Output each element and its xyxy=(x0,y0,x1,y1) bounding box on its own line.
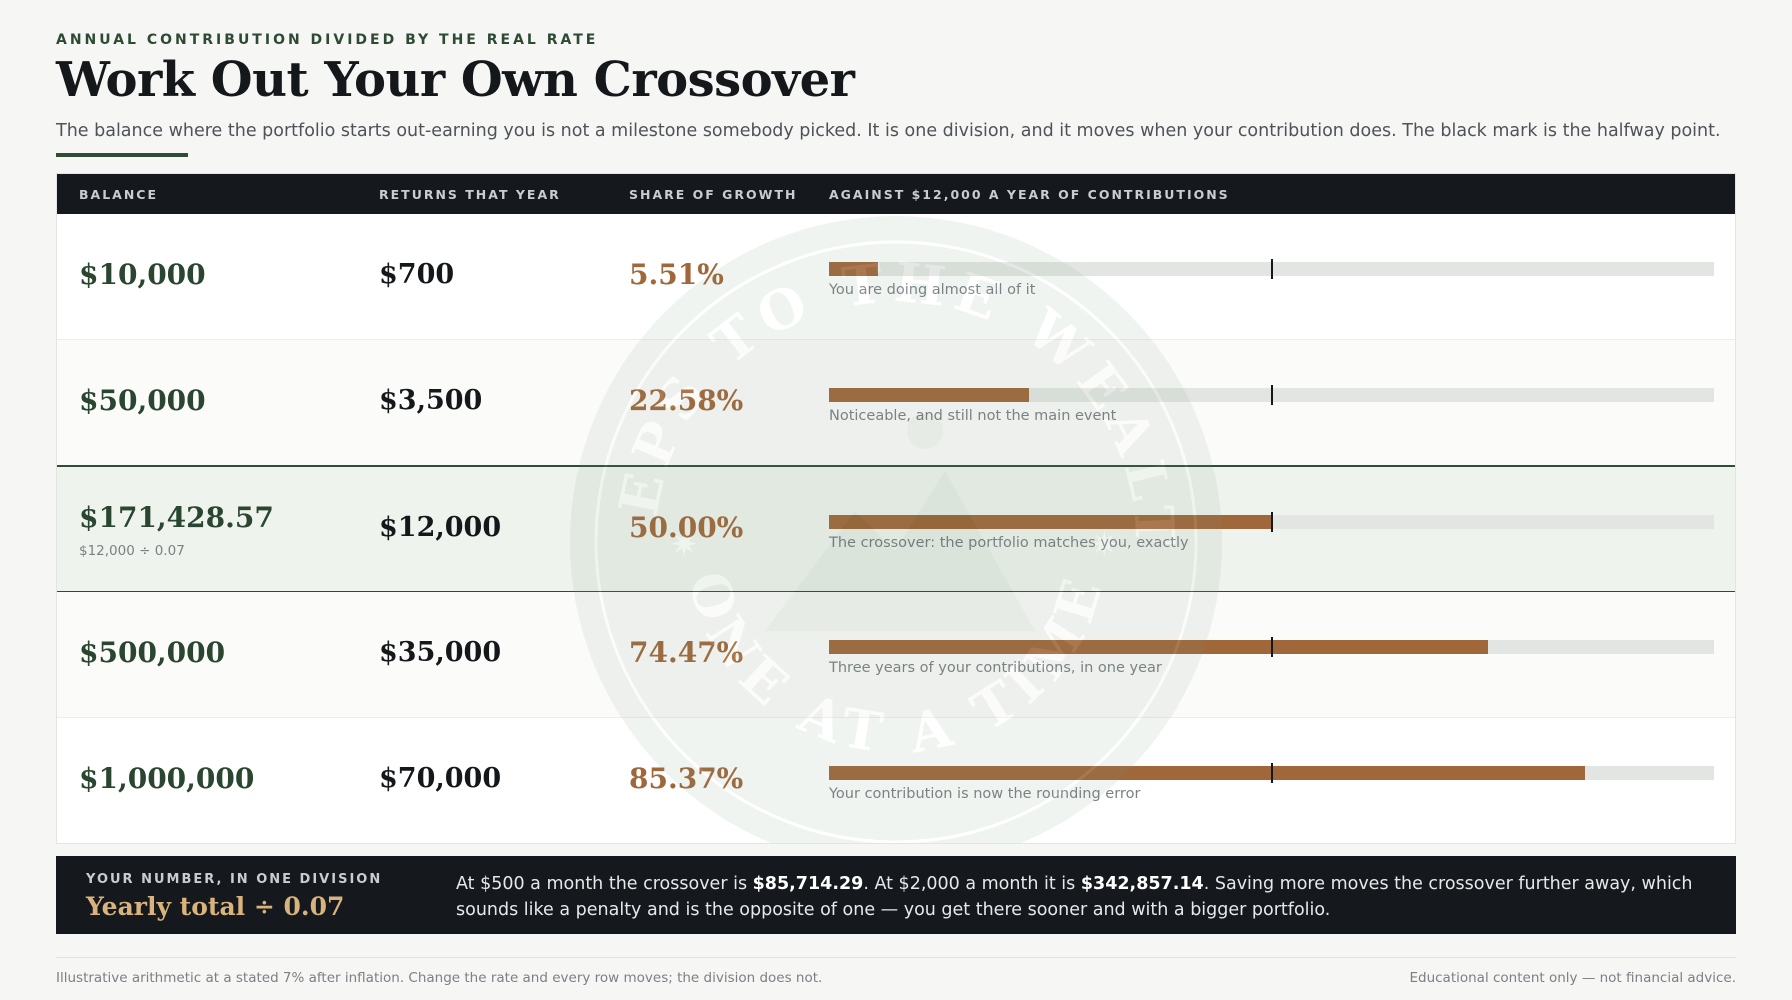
bar-caption: Your contribution is now the rounding er… xyxy=(829,786,1141,802)
returns-value: $700 xyxy=(379,259,455,290)
bar-caption: Noticeable, and still not the main event xyxy=(829,408,1117,424)
table-row: $171,428.57 $12,000 ÷ 0.07 $12,000 50.00% Th… xyxy=(57,465,1735,593)
column-header-share: SHARE OF GROWTH xyxy=(629,187,798,202)
footer-disclaimer-left: Illustrative arithmetic at a stated 7% a… xyxy=(56,970,823,986)
balance-value: $171,428.57 xyxy=(79,501,274,534)
share-bar-track xyxy=(829,763,1714,783)
share-value: 5.51% xyxy=(629,258,724,291)
halfway-mark xyxy=(1270,385,1273,405)
summary-value-2000-month: $342,857.14 xyxy=(1080,874,1204,894)
table-row: $1,000,000 $70,000 85.37% Your contribution… xyxy=(57,718,1735,843)
share-bar-track xyxy=(829,259,1714,279)
page-title: Work Out Your Own Crossover xyxy=(56,52,855,108)
bar-caption: Three years of your contributions, in on… xyxy=(829,660,1162,676)
returns-value: $70,000 xyxy=(379,763,502,794)
summary-label: YOUR NUMBER, IN ONE DIVISION xyxy=(86,872,383,887)
footer-disclaimer-right: Educational content only — not financial… xyxy=(1409,970,1736,986)
table-header: BALANCE RETURNS THAT YEAR SHARE OF GROWT… xyxy=(57,174,1735,214)
share-bar-fill xyxy=(829,388,1029,402)
summary-panel: YOUR NUMBER, IN ONE DIVISION Yearly tota… xyxy=(56,856,1736,934)
table-row: $10,000 $700 5.51% You are doing almost all… xyxy=(57,214,1735,340)
share-bar-track xyxy=(829,385,1714,405)
page-subtitle: The balance where the portfolio starts o… xyxy=(56,121,1721,141)
share-bar-fill xyxy=(829,640,1489,654)
share-value: 22.58% xyxy=(629,384,744,417)
summary-text-part: . Saving more moves the crossover furthe… xyxy=(456,874,1693,920)
balance-formula-note: $12,000 ÷ 0.07 xyxy=(79,543,185,559)
summary-value-500-month: $85,714.29 xyxy=(752,874,864,894)
column-header-bar: AGAINST $12,000 A YEAR OF CONTRIBUTIONS xyxy=(829,187,1230,202)
crossover-table: BALANCE RETURNS THAT YEAR SHARE OF GROWT… xyxy=(56,173,1736,844)
share-bar-fill xyxy=(829,766,1585,780)
share-value: 74.47% xyxy=(629,636,744,669)
share-bar-fill xyxy=(829,262,878,276)
balance-value: $10,000 xyxy=(79,258,206,291)
share-value: 85.37% xyxy=(629,762,744,795)
returns-value: $12,000 xyxy=(379,512,502,543)
balance-value: $50,000 xyxy=(79,384,206,417)
share-value: 50.00% xyxy=(629,511,744,544)
halfway-mark xyxy=(1270,637,1273,657)
column-header-balance: BALANCE xyxy=(79,187,159,202)
footer-divider xyxy=(56,957,1736,958)
summary-text-part: At $500 a month the crossover is xyxy=(456,874,753,894)
bar-caption: The crossover: the portfolio matches you… xyxy=(829,535,1189,551)
bar-caption: You are doing almost all of it xyxy=(829,282,1036,298)
accent-rule xyxy=(56,153,188,157)
summary-text: At $500 a month the crossover is $85,714… xyxy=(456,871,1706,923)
summary-text-part: . At $2,000 a month it is xyxy=(863,874,1081,894)
returns-value: $35,000 xyxy=(379,637,502,668)
share-bar-track xyxy=(829,637,1714,657)
column-header-returns: RETURNS THAT YEAR xyxy=(379,187,561,202)
halfway-mark xyxy=(1270,259,1273,279)
balance-value: $1,000,000 xyxy=(79,762,255,795)
halfway-mark xyxy=(1270,512,1273,532)
table-row: $500,000 $35,000 74.47% Three years of your… xyxy=(57,592,1735,718)
halfway-mark xyxy=(1270,763,1273,783)
share-bar-track xyxy=(829,512,1714,532)
table-row: $50,000 $3,500 22.58% Noticeable, and still… xyxy=(57,340,1735,466)
summary-formula: Yearly total ÷ 0.07 xyxy=(86,892,345,921)
returns-value: $3,500 xyxy=(379,385,483,416)
eyebrow: ANNUAL CONTRIBUTION DIVIDED BY THE REAL … xyxy=(56,32,599,48)
share-bar-fill xyxy=(829,515,1272,529)
balance-value: $500,000 xyxy=(79,636,226,669)
